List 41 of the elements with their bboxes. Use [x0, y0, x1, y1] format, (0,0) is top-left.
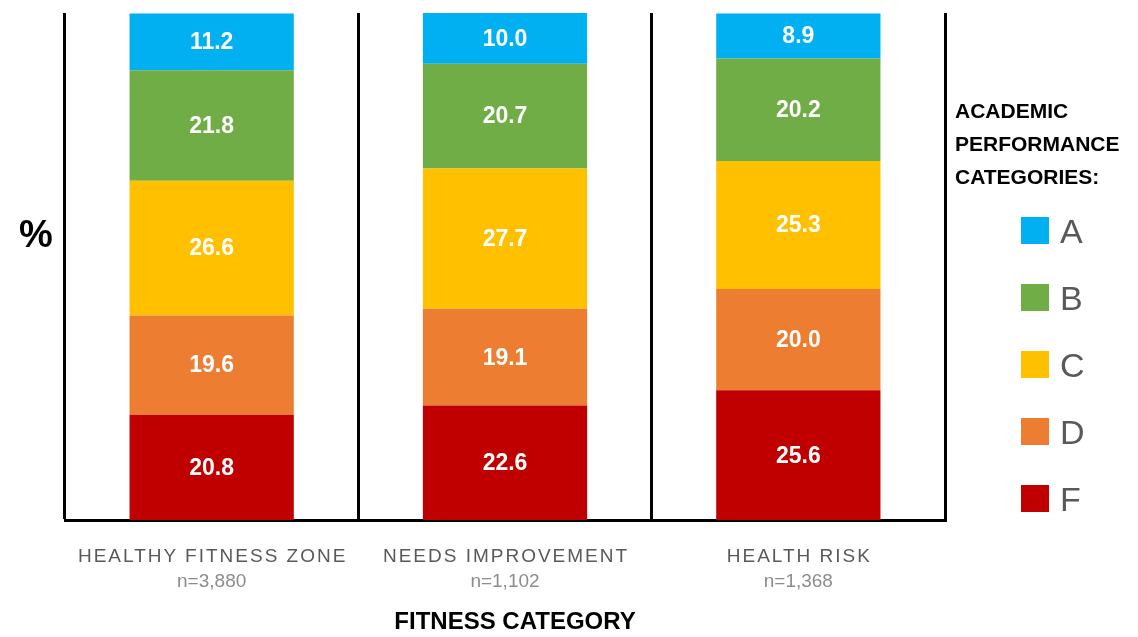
data-label: 20.8 [189, 453, 235, 480]
bar [716, 58, 881, 161]
data-label: 26.6 [189, 234, 235, 261]
bar [129, 414, 294, 520]
data-label: 25.6 [775, 441, 821, 468]
legend-label: C [1060, 345, 1085, 384]
x-axis-title: FITNESS CATEGORY [394, 606, 636, 634]
data-label: 22.6 [482, 449, 528, 476]
bar [129, 70, 294, 181]
bar [716, 390, 881, 520]
bar [716, 160, 881, 290]
bar [129, 315, 294, 415]
bar [422, 405, 588, 520]
bar [422, 63, 588, 169]
y-axis-title: % [19, 212, 53, 255]
x-tick-label: HEALTHY FITNESS ZONE n=3,880 [77, 545, 348, 592]
legend-title: ACADEMIC PERFORMANCE CATEGORIES: [955, 98, 1121, 190]
legend-label: F [1060, 479, 1081, 518]
data-label: 19.6 [189, 351, 235, 378]
bar [422, 168, 588, 309]
data-label: 8.9 [782, 22, 815, 49]
x-tick-label: NEEDS IMPROVEMENT n=1,102 [382, 545, 630, 592]
legend-label: A [1060, 211, 1083, 250]
bar [716, 13, 881, 59]
data-label: 20.0 [775, 326, 821, 353]
data-label: 10.0 [482, 24, 528, 51]
data-label: 20.2 [775, 96, 821, 123]
x-tick-label: HEALTH RISK n=1,368 [726, 545, 872, 592]
data-label: 25.3 [775, 211, 821, 238]
bar [716, 289, 881, 391]
data-label: 20.7 [482, 102, 528, 129]
data-label: 11.2 [189, 28, 234, 55]
bar [129, 13, 294, 71]
data-label: 19.1 [482, 343, 528, 370]
bar [422, 308, 588, 406]
bar [129, 180, 294, 316]
bar [422, 13, 588, 64]
data-label: 21.8 [189, 111, 235, 138]
legend-label: D [1060, 412, 1085, 451]
legend-label: B [1060, 278, 1083, 317]
data-label: 27.7 [482, 224, 528, 251]
